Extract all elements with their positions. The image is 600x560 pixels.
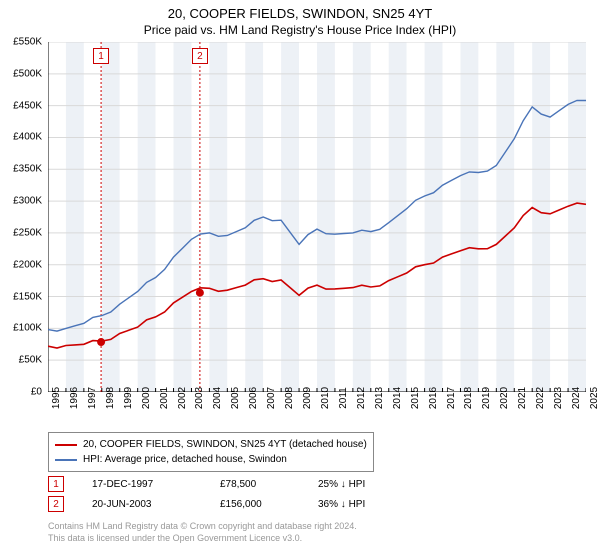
title-sub: Price paid vs. HM Land Registry's House … — [0, 23, 600, 37]
license-line-2: This data is licensed under the Open Gov… — [48, 532, 357, 544]
x-tick-label: 2010 — [320, 387, 331, 409]
y-tick-label: £550K — [13, 37, 42, 48]
x-tick-label: 2016 — [428, 387, 439, 409]
y-tick-label: £500K — [13, 68, 42, 79]
legend-label: HPI: Average price, detached house, Swin… — [83, 452, 287, 467]
sale-marker-2: 2 — [192, 48, 208, 64]
y-tick-label: £0 — [31, 387, 42, 398]
sale-marker-1: 1 — [93, 48, 109, 64]
x-tick-label: 2005 — [230, 387, 241, 409]
y-tick-label: £200K — [13, 259, 42, 270]
x-tick-label: 2017 — [446, 387, 457, 409]
legend-item: HPI: Average price, detached house, Swin… — [55, 452, 367, 467]
legend-swatch — [55, 444, 77, 446]
x-tick-label: 1995 — [51, 387, 62, 409]
marker-index-box: 1 — [48, 476, 64, 492]
chart-container: 20, COOPER FIELDS, SWINDON, SN25 4YT Pri… — [0, 0, 600, 560]
plot-svg — [48, 42, 586, 392]
legend-item: 20, COOPER FIELDS, SWINDON, SN25 4YT (de… — [55, 437, 367, 452]
x-tick-label: 2006 — [248, 387, 259, 409]
x-tick-label: 2011 — [338, 387, 349, 409]
title-main: 20, COOPER FIELDS, SWINDON, SN25 4YT — [0, 6, 600, 21]
x-tick-label: 2004 — [212, 387, 223, 409]
y-tick-label: £400K — [13, 132, 42, 143]
x-tick-label: 2003 — [194, 387, 205, 409]
y-tick-label: £300K — [13, 196, 42, 207]
license-line-1: Contains HM Land Registry data © Crown c… — [48, 520, 357, 532]
y-tick-label: £350K — [13, 164, 42, 175]
marker-date: 17-DEC-1997 — [92, 479, 192, 490]
x-axis-labels: 1995199619971998199920002001200220032004… — [48, 394, 586, 430]
y-tick-label: £50K — [19, 355, 42, 366]
marker-price: £78,500 — [220, 479, 290, 490]
x-tick-label: 2015 — [410, 387, 421, 409]
marker-date: 20-JUN-2003 — [92, 499, 192, 510]
y-tick-label: £100K — [13, 323, 42, 334]
marker-delta: 36% ↓ HPI — [318, 499, 408, 510]
marker-delta: 25% ↓ HPI — [318, 479, 408, 490]
x-tick-label: 2022 — [535, 387, 546, 409]
y-tick-label: £250K — [13, 227, 42, 238]
x-tick-label: 1998 — [105, 387, 116, 409]
x-tick-label: 2001 — [159, 387, 170, 409]
x-tick-label: 1999 — [123, 387, 134, 409]
x-tick-label: 2008 — [284, 387, 295, 409]
marker-price: £156,000 — [220, 499, 290, 510]
title-block: 20, COOPER FIELDS, SWINDON, SN25 4YT Pri… — [0, 0, 600, 37]
x-tick-label: 2024 — [571, 387, 582, 409]
x-tick-label: 2019 — [481, 387, 492, 409]
y-tick-label: £450K — [13, 100, 42, 111]
x-tick-label: 2020 — [499, 387, 510, 409]
marker-row: 1 17-DEC-1997 £78,500 25% ↓ HPI — [48, 474, 408, 494]
legend-label: 20, COOPER FIELDS, SWINDON, SN25 4YT (de… — [83, 437, 367, 452]
y-axis-labels: £0£50K£100K£150K£200K£250K£300K£350K£400… — [0, 42, 44, 392]
license-text: Contains HM Land Registry data © Crown c… — [48, 520, 357, 544]
x-tick-label: 2007 — [266, 387, 277, 409]
legend-swatch — [55, 459, 77, 461]
x-tick-label: 2014 — [392, 387, 403, 409]
x-tick-label: 1996 — [69, 387, 80, 409]
x-tick-label: 2018 — [463, 387, 474, 409]
x-tick-label: 2009 — [302, 387, 313, 409]
marker-index-box: 2 — [48, 496, 64, 512]
y-tick-label: £150K — [13, 291, 42, 302]
legend-box: 20, COOPER FIELDS, SWINDON, SN25 4YT (de… — [48, 432, 374, 472]
x-tick-label: 2000 — [141, 387, 152, 409]
x-tick-label: 2025 — [589, 387, 600, 409]
x-tick-label: 2023 — [553, 387, 564, 409]
marker-row: 2 20-JUN-2003 £156,000 36% ↓ HPI — [48, 494, 408, 514]
x-tick-label: 2021 — [517, 387, 528, 409]
x-tick-label: 2013 — [374, 387, 385, 409]
x-tick-label: 2012 — [356, 387, 367, 409]
x-tick-label: 2002 — [177, 387, 188, 409]
plot-area: 12 — [48, 42, 586, 392]
x-tick-label: 1997 — [87, 387, 98, 409]
markers-table: 1 17-DEC-1997 £78,500 25% ↓ HPI 2 20-JUN-2003… — [48, 474, 408, 514]
